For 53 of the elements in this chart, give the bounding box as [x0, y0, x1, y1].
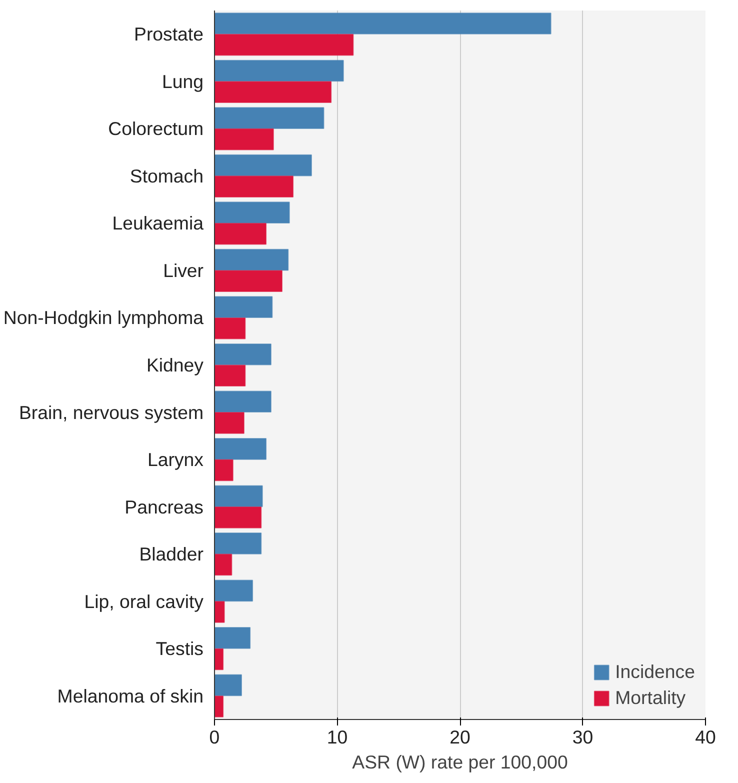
y-tick-label: Bladder — [139, 544, 204, 565]
legend-label: Mortality — [615, 687, 686, 709]
bar — [214, 390, 272, 413]
x-tick-label: 20 — [450, 726, 470, 748]
bar — [214, 154, 312, 176]
x-tick-label: 30 — [572, 726, 594, 748]
y-tick-label: Kidney — [146, 354, 204, 376]
bar — [214, 580, 254, 602]
y-tick-label: Pancreas — [124, 496, 204, 518]
bar — [214, 81, 332, 103]
bar — [214, 601, 225, 623]
y-tick-label: Non-Hodgkin lymphoma — [3, 307, 204, 328]
bar — [214, 554, 232, 576]
bar — [214, 627, 251, 649]
bar — [214, 696, 224, 718]
bar — [214, 364, 246, 387]
bar — [214, 506, 262, 528]
x-axis-title: ASR (W) rate per 100,000 — [352, 752, 568, 772]
bar — [214, 485, 263, 508]
bar — [214, 107, 324, 129]
bar — [214, 60, 344, 82]
y-tick-label: Lip, oral cavity — [84, 590, 204, 612]
x-tick-label: 0 — [209, 726, 220, 748]
bar — [214, 317, 246, 340]
y-tick-label: Prostate — [134, 24, 204, 45]
legend-label: Incidence — [615, 661, 695, 683]
bar — [214, 222, 267, 245]
y-tick-label: Melanoma of skin — [57, 685, 204, 706]
y-tick-label: Brain, nervous system — [18, 402, 204, 423]
bar — [214, 343, 272, 366]
bar — [214, 128, 274, 150]
bar — [214, 648, 224, 670]
y-tick-label: Larynx — [148, 449, 204, 470]
bar — [214, 532, 262, 554]
bar — [214, 459, 234, 482]
x-tick-label: 40 — [695, 726, 716, 748]
bar — [214, 438, 267, 460]
y-tick-label: Stomach — [130, 165, 204, 186]
bar — [214, 674, 242, 696]
bar — [214, 176, 294, 198]
y-tick-label: Leukaemia — [112, 212, 204, 234]
bar — [214, 296, 273, 318]
x-tick-label: 10 — [326, 726, 348, 748]
bar — [214, 202, 290, 224]
bar — [214, 34, 354, 56]
y-tick-label: Lung — [162, 70, 204, 92]
y-tick-label: Colorectum — [108, 118, 204, 140]
bar — [214, 12, 552, 34]
y-tick-label: Testis — [156, 638, 204, 660]
bar — [214, 270, 283, 292]
bar — [214, 248, 289, 271]
bar — [214, 412, 244, 434]
y-tick-label: Liver — [163, 260, 204, 281]
